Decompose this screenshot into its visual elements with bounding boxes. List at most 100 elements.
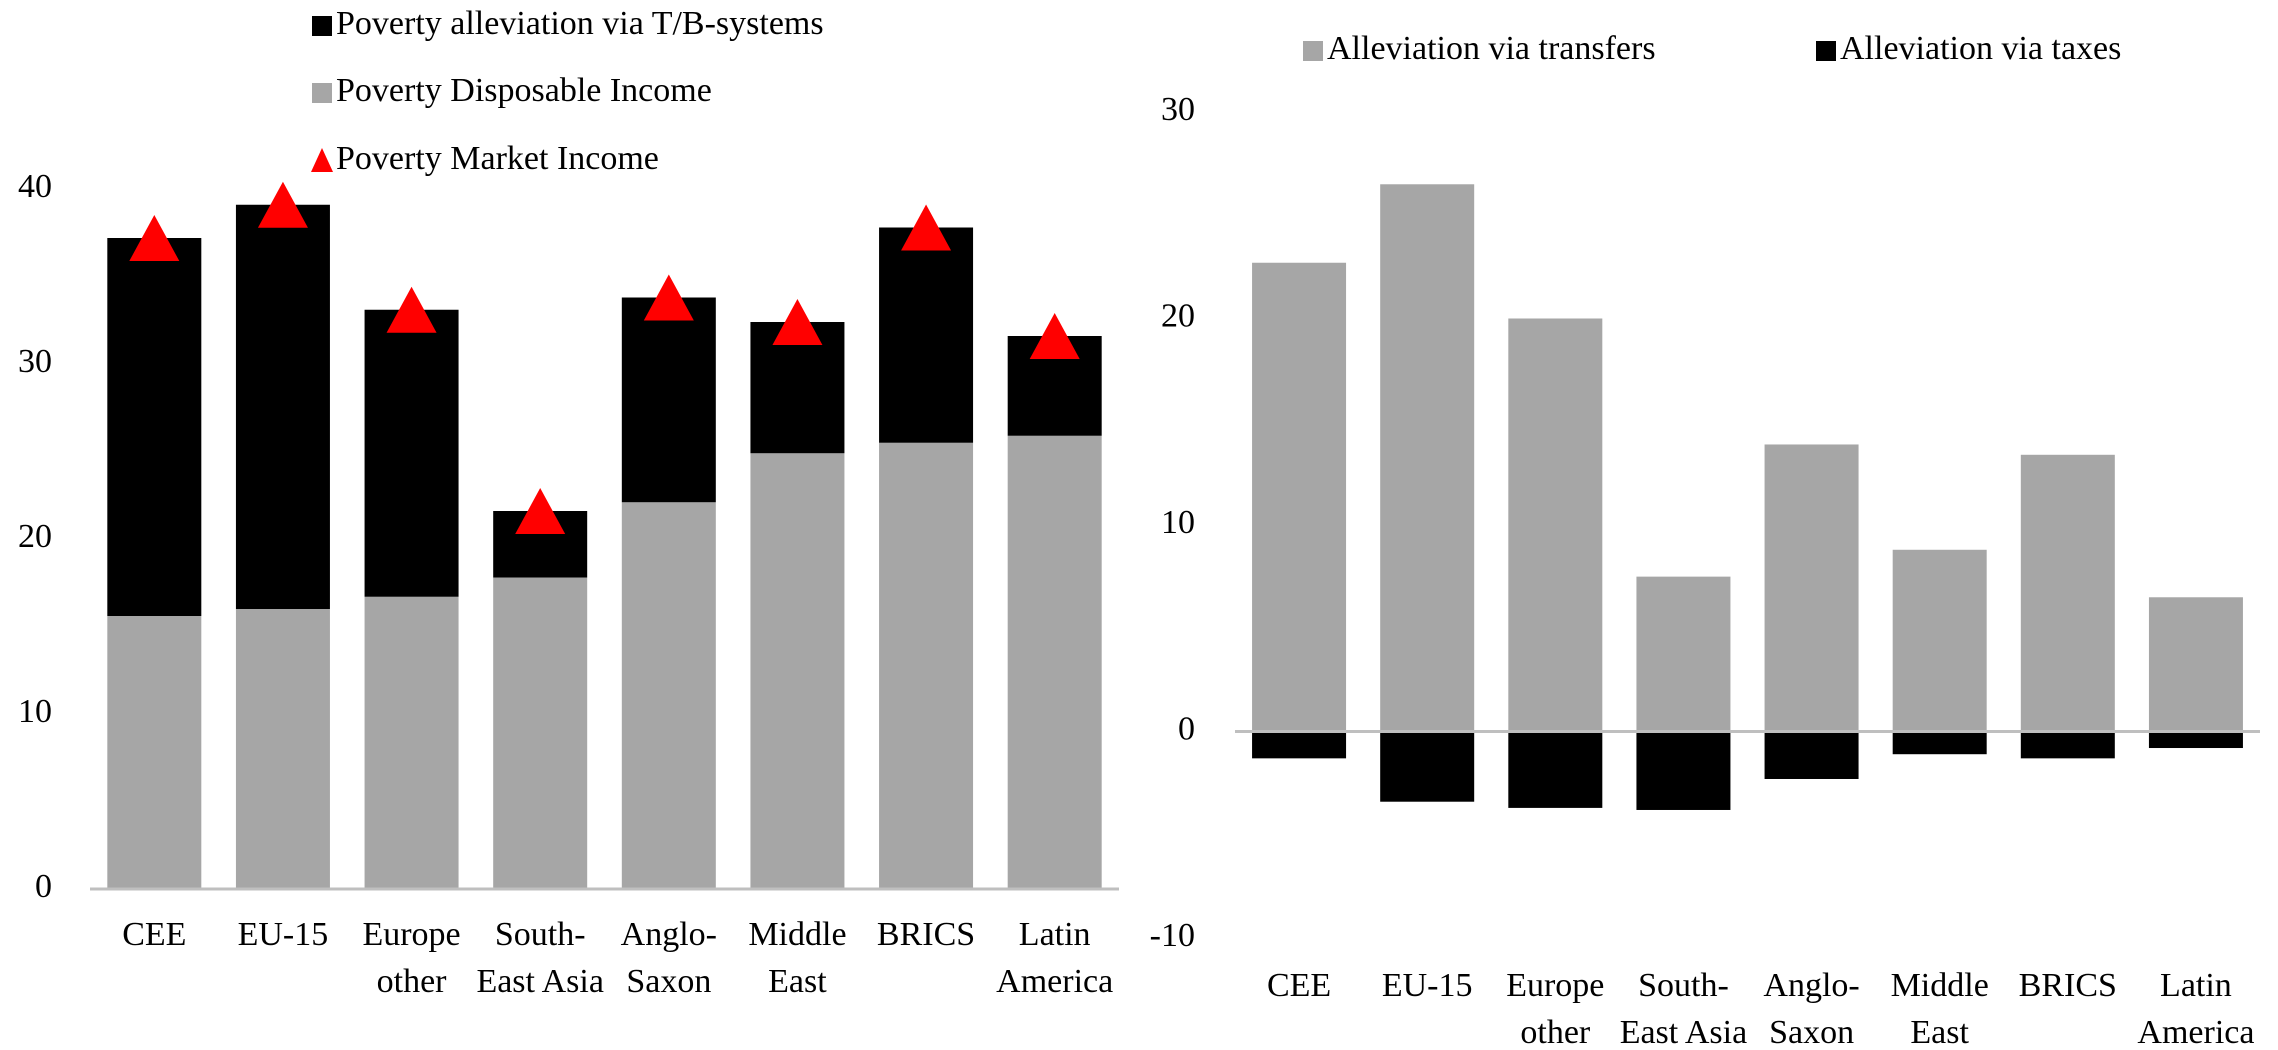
y-tick-label: 10: [1161, 504, 1195, 541]
bar: [2020, 454, 2115, 732]
bar: [750, 453, 845, 889]
marker: [386, 286, 437, 333]
legend-label: Poverty alleviation via T/B-systems: [336, 5, 824, 42]
x-tick-label-line: Saxon: [626, 963, 711, 1000]
bar: [1636, 576, 1731, 732]
x-tick-label: Europe other: [362, 916, 460, 1000]
bar: [1380, 731, 1475, 802]
x-tick-label-line: CEE: [1267, 967, 1331, 1004]
y-tick-label: 20: [18, 518, 52, 555]
bar: [1892, 731, 1987, 755]
bar: [235, 609, 330, 889]
x-tick-label-line: Anglo-: [621, 916, 717, 953]
bar: [2148, 597, 2243, 732]
x-tick-label: Latin America: [2137, 967, 2254, 1050]
y-tick-label: 40: [18, 168, 52, 205]
legend-swatch: [312, 16, 332, 36]
y-tick-label: 30: [18, 343, 52, 380]
bar: [2148, 731, 2243, 749]
bar: [621, 297, 716, 503]
x-tick-label-line: EU-15: [238, 916, 329, 953]
y-tick-label: -10: [1150, 917, 1195, 954]
bar: [1007, 435, 1102, 889]
x-tick-label: BRICS: [877, 916, 975, 953]
x-tick-label-line: EU-15: [1382, 967, 1473, 1004]
x-tick-label: CEE: [1267, 967, 1331, 1004]
bar: [493, 577, 588, 889]
bar: [1252, 731, 1347, 759]
legend-label: Alleviation via transfers: [1327, 30, 1656, 67]
x-tick-label-line: America: [996, 963, 1113, 1000]
x-tick-label-line: Anglo-: [1763, 967, 1859, 1004]
bar: [1252, 262, 1347, 732]
bar: [879, 442, 974, 889]
x-tick-label-line: Latin: [1019, 916, 1091, 953]
bar: [1892, 549, 1987, 732]
y-tick-label: 10: [18, 693, 52, 730]
bar: [1636, 731, 1731, 810]
x-tick-label-line: Saxon: [1769, 1014, 1854, 1050]
bar: [107, 238, 202, 616]
legend-label: Poverty Market Income: [336, 140, 659, 177]
x-tick-label: South- East Asia: [476, 916, 603, 1000]
x-tick-label: EU-15: [1382, 967, 1473, 1004]
y-tick-label: 0: [1178, 710, 1195, 747]
x-tick-label: Anglo- Saxon: [621, 916, 717, 1000]
x-tick-label-line: South-: [1638, 967, 1729, 1004]
x-tick-label: Europe other: [1506, 967, 1604, 1050]
x-tick-label-line: South-: [495, 916, 586, 953]
x-tick-label-line: other: [1520, 1014, 1591, 1050]
bar: [1764, 731, 1859, 779]
marker: [901, 204, 952, 251]
x-tick-label-line: America: [2137, 1014, 2254, 1050]
x-tick-label: BRICS: [2019, 967, 2117, 1004]
marker: [515, 488, 566, 534]
x-tick-label-line: Europe: [362, 916, 460, 953]
y-tick-label: 20: [1161, 297, 1195, 334]
x-tick-label-line: Middle: [1891, 967, 1989, 1004]
x-tick-label-line: Middle: [748, 916, 846, 953]
x-tick-label-line: BRICS: [2019, 967, 2117, 1004]
bar: [1508, 318, 1603, 732]
legend-swatch: [312, 83, 332, 103]
x-tick-label-line: CEE: [122, 916, 186, 953]
x-tick-label: South- East Asia: [1620, 967, 1747, 1050]
x-tick-label-line: BRICS: [877, 916, 975, 953]
x-tick-label-line: East Asia: [476, 963, 603, 1000]
y-tick-label: 0: [35, 868, 52, 905]
x-tick-label-line: East: [1910, 1014, 1969, 1050]
bar: [1764, 444, 1859, 732]
bar: [1380, 184, 1475, 732]
bar: [2020, 731, 2115, 759]
x-tick-label: EU-15: [238, 916, 329, 953]
bar: [1508, 731, 1603, 808]
marker: [1029, 313, 1080, 359]
bar: [621, 502, 716, 889]
x-tick-label-line: East: [768, 963, 827, 1000]
x-tick-label: CEE: [122, 916, 186, 953]
bar: [107, 616, 202, 889]
legend-label: Poverty Disposable Income: [336, 72, 712, 109]
x-tick-label: Anglo- Saxon: [1763, 967, 1859, 1050]
legend-marker: [311, 148, 333, 172]
marker: [257, 181, 308, 228]
legend-label: Alleviation via taxes: [1840, 30, 2121, 67]
bar: [879, 227, 974, 443]
x-tick-label-line: other: [377, 963, 448, 1000]
marker: [772, 299, 823, 345]
x-tick-label-line: Latin: [2160, 967, 2232, 1004]
x-tick-label: Latin America: [996, 916, 1113, 1000]
x-tick-label: Middle East: [748, 916, 846, 1000]
x-tick-label-line: East Asia: [1620, 1014, 1747, 1050]
bar: [235, 204, 330, 609]
marker: [129, 215, 180, 261]
legend-swatch: [1816, 41, 1836, 61]
y-tick-label: 30: [1161, 91, 1195, 128]
x-tick-label-line: Europe: [1506, 967, 1604, 1004]
x-tick-label: Middle East: [1891, 967, 1989, 1050]
bar: [364, 596, 459, 889]
marker: [643, 274, 694, 321]
legend-swatch: [1303, 41, 1323, 61]
bar: [364, 309, 459, 597]
